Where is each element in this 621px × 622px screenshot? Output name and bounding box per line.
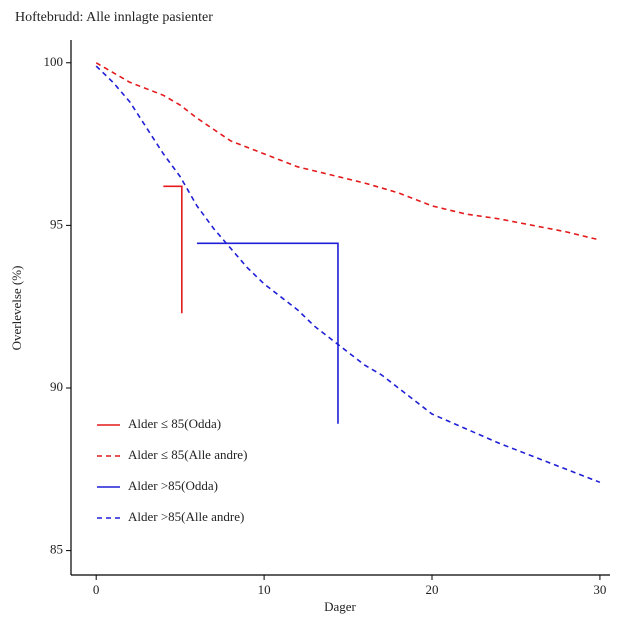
series-line (163, 185, 183, 314)
series-line (196, 242, 339, 424)
legend-label: Alder ≤ 85(Alle andre) (128, 447, 247, 462)
y-tick-label: 100 (44, 54, 64, 69)
x-axis-label: Dager (324, 599, 356, 614)
y-tick-label: 90 (50, 379, 63, 394)
y-tick-label: 95 (50, 216, 63, 231)
y-axis-label: Overlevelse (%) (9, 266, 24, 351)
x-tick-label: 0 (93, 582, 100, 597)
series-line (95, 62, 601, 241)
x-tick-label: 20 (426, 582, 439, 597)
legend-label: Alder >85(Alle andre) (128, 509, 244, 524)
x-tick-label: 10 (258, 582, 271, 597)
legend-label: Alder >85(Odda) (128, 478, 218, 493)
legend-label: Alder ≤ 85(Odda) (128, 416, 221, 431)
x-tick-label: 30 (593, 582, 606, 597)
chart-title: Hoftebrudd: Alle innlagte pasienter (15, 10, 213, 25)
y-tick-label: 85 (50, 542, 63, 557)
